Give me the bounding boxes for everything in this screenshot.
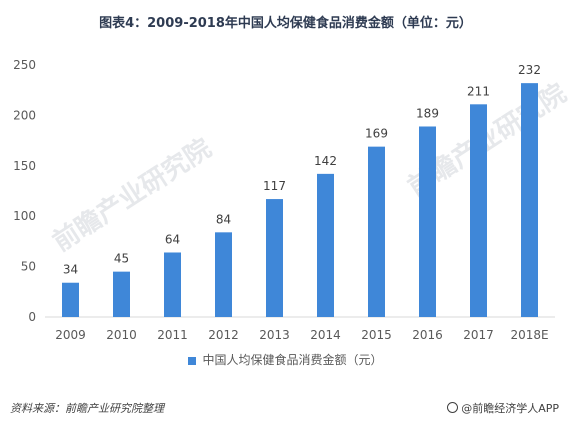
bar — [266, 199, 283, 317]
brand-label: @前瞻经济学人APP — [461, 402, 559, 415]
x-tick-label: 2014 — [310, 328, 341, 342]
x-tick-label: 2011 — [157, 328, 188, 342]
x-tick-label: 2016 — [412, 328, 443, 342]
data-label: 34 — [63, 263, 78, 277]
x-tick-label: 2009 — [55, 328, 86, 342]
x-tick-label: 2010 — [106, 328, 137, 342]
brand-logo-icon — [447, 402, 459, 413]
legend-label: 中国人均保健食品消费金额（元） — [202, 353, 383, 367]
bar — [317, 173, 334, 317]
bar — [164, 252, 181, 317]
data-label: 45 — [114, 252, 129, 266]
bar — [62, 282, 79, 317]
data-label: 169 — [365, 127, 388, 141]
y-tick-label: 100 — [13, 209, 36, 223]
data-label: 189 — [416, 106, 439, 120]
y-tick-label: 0 — [28, 310, 36, 324]
bar — [215, 232, 232, 317]
y-tick-label: 250 — [13, 58, 36, 72]
legend-swatch — [188, 356, 197, 365]
bar — [113, 271, 130, 317]
data-label: 117 — [263, 179, 286, 193]
y-tick-label: 150 — [13, 159, 36, 173]
legend: 中国人均保健食品消费金额（元） — [0, 351, 571, 368]
x-tick-label: 2012 — [208, 328, 239, 342]
chart-title: 图表4：2009-2018年中国人均保健食品消费金额（单位：元） — [99, 16, 472, 31]
y-tick-label: 200 — [13, 108, 36, 122]
x-tick-label: 2013 — [259, 328, 290, 342]
x-tick-label: 2015 — [361, 328, 392, 342]
bar — [368, 146, 385, 317]
x-tick-label: 2017 — [463, 328, 494, 342]
data-label: 142 — [314, 154, 337, 168]
data-label: 64 — [165, 232, 180, 246]
source-note: 资料来源：前瞻产业研究院整理 — [10, 402, 164, 415]
data-label: 232 — [518, 63, 541, 77]
brand-credit: @前瞻经济学人APP — [447, 400, 559, 416]
y-tick-label: 50 — [21, 260, 36, 274]
bar — [470, 104, 487, 317]
bar — [419, 126, 436, 317]
data-label: 84 — [216, 212, 231, 226]
bar — [521, 83, 538, 317]
data-label: 211 — [467, 84, 490, 98]
x-tick-label: 2018E — [510, 328, 548, 342]
